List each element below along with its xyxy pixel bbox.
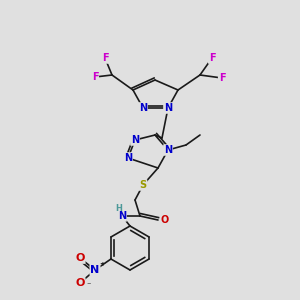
Text: F: F [219,73,225,83]
Text: ⁻: ⁻ [86,280,90,289]
Text: H: H [115,204,122,213]
Text: O: O [75,278,85,288]
Text: F: F [209,53,215,63]
Text: N: N [164,103,172,113]
Text: F: F [92,72,98,82]
Text: N: N [164,145,172,155]
Text: N: N [118,211,126,221]
Text: N: N [124,153,132,163]
Text: N: N [90,265,100,275]
Text: O: O [75,253,85,263]
Text: O: O [161,215,169,225]
Text: S: S [140,180,147,190]
Text: +: + [99,261,105,267]
Text: F: F [102,53,108,63]
Text: N: N [131,135,139,145]
Text: N: N [139,103,147,113]
